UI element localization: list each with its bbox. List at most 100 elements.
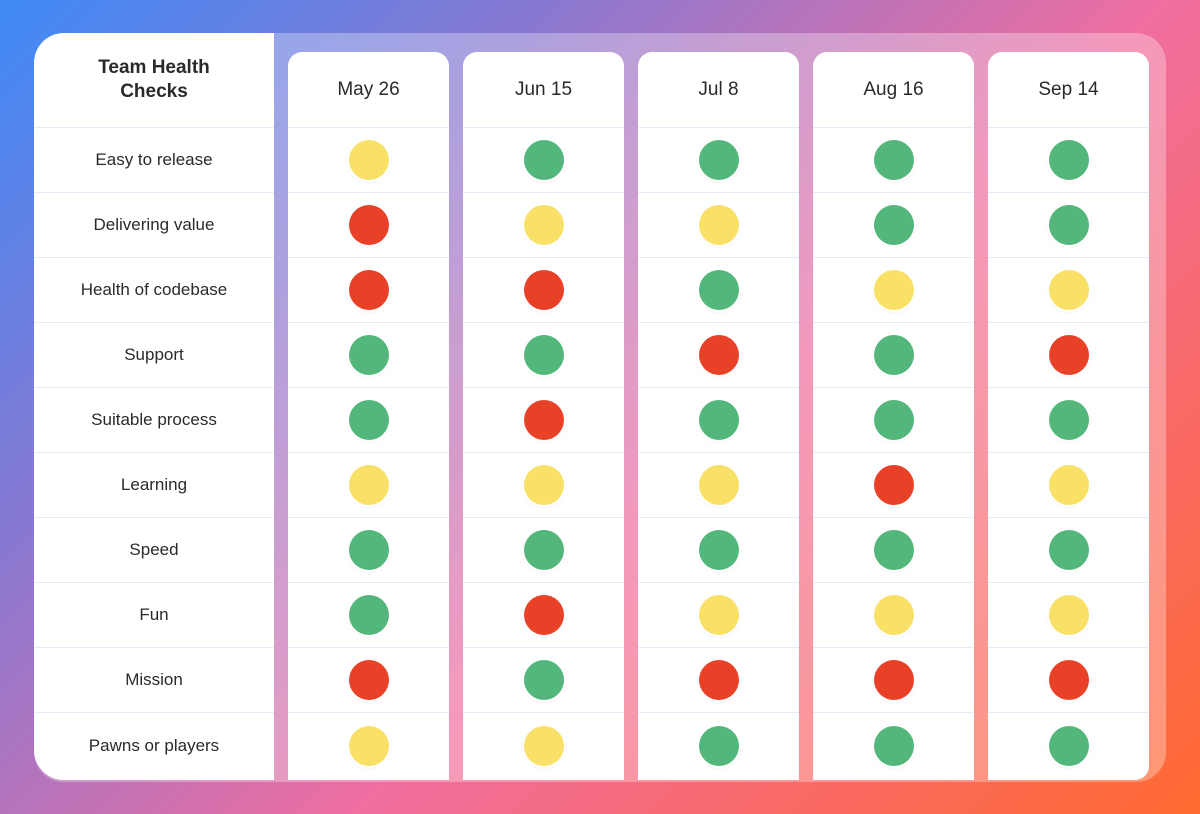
rating-yellow-dot	[1048, 270, 1089, 310]
rating-red-dot	[348, 660, 389, 700]
rating-green-dot	[348, 530, 389, 570]
date-column: Sep 14	[988, 52, 1149, 780]
rating-cell	[288, 193, 449, 258]
rating-cell	[638, 193, 799, 258]
rating-green-dot	[523, 660, 564, 700]
category-label: Speed	[34, 518, 274, 583]
date-column: May 26	[288, 52, 449, 780]
rating-cell	[463, 388, 624, 453]
rating-cell	[463, 713, 624, 778]
category-label: Mission	[34, 648, 274, 713]
rating-cell	[813, 323, 974, 388]
rating-red-dot	[348, 205, 389, 245]
rating-yellow-dot	[698, 465, 739, 505]
rating-cell	[813, 258, 974, 323]
rating-green-dot	[698, 140, 739, 180]
rating-green-dot	[873, 400, 914, 440]
rating-cell	[988, 323, 1149, 388]
rating-cell	[638, 388, 799, 453]
rating-cell	[813, 128, 974, 193]
rating-green-dot	[1048, 530, 1089, 570]
rating-red-dot	[873, 660, 914, 700]
rating-cell	[988, 128, 1149, 193]
rating-red-dot	[1048, 660, 1089, 700]
date-column: Jul 8	[638, 52, 799, 780]
rating-green-dot	[1048, 725, 1089, 766]
rating-green-dot	[873, 205, 914, 245]
rating-cell	[988, 258, 1149, 323]
date-header: Sep 14	[988, 52, 1149, 128]
rating-yellow-dot	[1048, 465, 1089, 505]
rating-cell	[638, 713, 799, 778]
table-title: Team Health Checks	[34, 33, 274, 128]
rating-red-dot	[873, 465, 914, 505]
rating-cell	[813, 713, 974, 778]
category-column: Team Health Checks Easy to release Delive…	[34, 33, 274, 780]
rating-cell	[288, 713, 449, 778]
rating-red-dot	[523, 270, 564, 310]
rating-red-dot	[348, 270, 389, 310]
rating-cell	[463, 453, 624, 518]
category-label: Learning	[34, 453, 274, 518]
rating-yellow-dot	[523, 725, 564, 766]
rating-green-dot	[348, 595, 389, 635]
rating-yellow-dot	[873, 595, 914, 635]
date-header: Jun 15	[463, 52, 624, 128]
rating-green-dot	[698, 400, 739, 440]
rating-cell	[813, 518, 974, 583]
rating-cell	[288, 128, 449, 193]
rating-green-dot	[1048, 205, 1089, 245]
rating-cell	[288, 453, 449, 518]
category-label: Fun	[34, 583, 274, 648]
rating-yellow-dot	[873, 270, 914, 310]
rating-green-dot	[873, 335, 914, 375]
rating-cell	[813, 193, 974, 258]
rating-cell	[988, 453, 1149, 518]
rating-cell	[638, 258, 799, 323]
rating-cell	[288, 583, 449, 648]
category-label: Delivering value	[34, 193, 274, 258]
rating-yellow-dot	[348, 140, 389, 180]
rating-yellow-dot	[523, 205, 564, 245]
rating-cell	[988, 583, 1149, 648]
date-header: May 26	[288, 52, 449, 128]
date-column: Jun 15	[463, 52, 624, 780]
rating-yellow-dot	[348, 725, 389, 766]
rating-cell	[288, 388, 449, 453]
category-label: Support	[34, 323, 274, 388]
rating-cell	[813, 583, 974, 648]
rating-cell	[813, 453, 974, 518]
rating-green-dot	[348, 335, 389, 375]
rating-cell	[638, 583, 799, 648]
rating-cell	[638, 323, 799, 388]
rating-cell	[463, 323, 624, 388]
rating-green-dot	[698, 270, 739, 310]
rating-red-dot	[698, 335, 739, 375]
rating-green-dot	[698, 530, 739, 570]
rating-cell	[463, 518, 624, 583]
rating-yellow-dot	[698, 205, 739, 245]
rating-cell	[463, 258, 624, 323]
rating-cell	[463, 128, 624, 193]
rating-cell	[638, 648, 799, 713]
rating-cell	[988, 193, 1149, 258]
rating-cell	[813, 648, 974, 713]
rating-cell	[288, 518, 449, 583]
rating-cell	[288, 648, 449, 713]
category-label: Suitable process	[34, 388, 274, 453]
rating-cell	[988, 648, 1149, 713]
rating-green-dot	[1048, 140, 1089, 180]
rating-cell	[988, 713, 1149, 778]
category-label: Pawns or players	[88, 735, 220, 755]
rating-red-dot	[523, 595, 564, 635]
rating-green-dot	[873, 140, 914, 180]
rating-yellow-dot	[1048, 595, 1089, 635]
rating-yellow-dot	[698, 595, 739, 635]
rating-cell	[463, 583, 624, 648]
rating-green-dot	[523, 335, 564, 375]
rating-green-dot	[348, 400, 389, 440]
rating-cell	[288, 258, 449, 323]
rating-green-dot	[523, 530, 564, 570]
rating-red-dot	[1048, 335, 1089, 375]
rating-cell	[988, 518, 1149, 583]
